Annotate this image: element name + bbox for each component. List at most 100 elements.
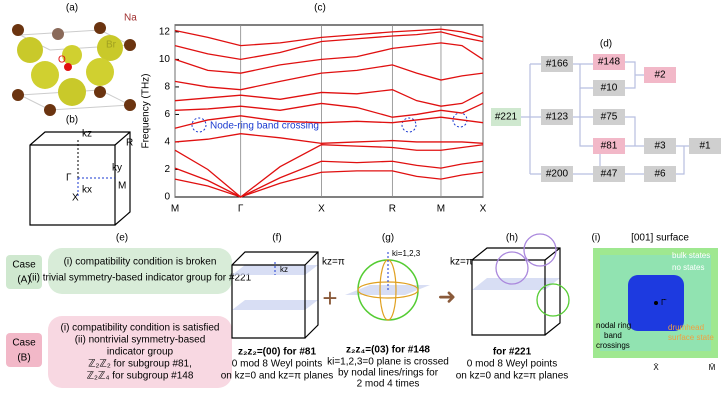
caption: for #221 (493, 347, 532, 358)
atom-label: Br (106, 40, 117, 51)
axis-label: kz (280, 265, 288, 274)
group-node: #81 (593, 138, 625, 154)
label: #123 (546, 112, 569, 123)
point-label: M̄ (709, 363, 716, 372)
caption: 0 mod 8 Weyl points (232, 359, 322, 370)
band-line (174, 28, 484, 47)
band-line (174, 89, 484, 107)
axis-label: kx (82, 185, 92, 196)
panel-e: (e) Case (A) (i) compatibility condition… (6, 233, 252, 388)
band-line (174, 42, 484, 74)
group-node: #1 (689, 138, 721, 154)
y-axis-label: Frequency (THz) (141, 73, 152, 148)
panel-label: (b) (66, 115, 78, 126)
y-tick-label: 6 (164, 109, 170, 120)
panel-a: (a) Na Br O (12, 3, 137, 116)
region-label: surface state (668, 333, 714, 342)
caption: z₂z₄=(03) for #148 (346, 345, 430, 356)
band-line (174, 144, 484, 198)
arrow: ➜ (438, 284, 456, 309)
panel-label: (i) (592, 233, 601, 244)
band-line (174, 115, 484, 129)
band-line (174, 160, 484, 198)
case-label: Case (12, 260, 36, 271)
label: #3 (654, 141, 666, 152)
plane-label: kz=π (450, 257, 473, 268)
caption: z₂z₂=(00) for #81 (238, 347, 317, 358)
region-label: bulk states (672, 251, 710, 260)
label: #2 (654, 70, 666, 81)
point-label: X (72, 193, 79, 204)
label: #6 (654, 169, 666, 180)
region-label: crossings (596, 341, 630, 350)
panel-label: (e) (116, 233, 128, 244)
plus-sign: + (322, 283, 337, 313)
caption: on kz=0 and kz=π planes (221, 371, 334, 382)
atom-label: O (58, 55, 66, 66)
group-node: #10 (593, 80, 625, 96)
region-label: band (604, 331, 622, 340)
group-node: #148 (593, 54, 625, 70)
caption: 0 mod 8 Weyl points (467, 359, 557, 370)
label: #47 (601, 169, 618, 180)
panel-label: (f) (272, 233, 281, 244)
band-line (174, 64, 484, 91)
case-label: (A) (17, 275, 30, 286)
group-node: #200 (541, 166, 573, 182)
band-line (174, 133, 484, 144)
case-text: ℤ₂ℤ₂ for subgroup #81, (88, 359, 192, 370)
panel-d: (d) #221 #166 #148 #2 #10 #123 #75 #81 #… (491, 39, 721, 182)
y-tick-label: 2 (164, 164, 170, 175)
panel-label: (c) (314, 3, 326, 14)
label: #10 (601, 83, 618, 94)
panel-f: (f) kz kz=π z₂z₂=(00) for #81 0 mod 8 We… (221, 233, 345, 382)
y-tick-label: 8 (164, 82, 170, 93)
point-label: X̄ (653, 363, 659, 372)
case-text: (ii) trivial symmetry-based indicator gr… (29, 273, 252, 284)
plane-label: kz=π (322, 257, 345, 268)
label: #200 (546, 169, 569, 180)
surface-label: [001] surface (631, 233, 689, 244)
point-label: Γ (66, 173, 72, 184)
band-line (174, 170, 484, 198)
y-tick-label: 12 (159, 27, 171, 38)
x-tick-label: M (437, 204, 445, 215)
case-label: (B) (17, 353, 30, 364)
x-tick-label: X (318, 204, 325, 215)
caption: 2 mod 4 times (357, 379, 420, 390)
caption: ki=1,2,3=0 plane is crossed (327, 357, 449, 368)
case-text: (ii) nontrivial symmetry-based (75, 335, 206, 346)
region-label: drumhead (668, 323, 704, 332)
group-node: #47 (593, 166, 625, 182)
label: #221 (495, 112, 518, 123)
atom-label: Na (124, 13, 137, 24)
panel-i: (i) [001] surface Γ̄ bulk states no stat… (592, 233, 718, 372)
point-label: M (118, 181, 126, 192)
panel-c: (c) Frequency (THz) Node-ring band cross… (141, 3, 487, 215)
case-label: Case (12, 338, 36, 349)
group-node: #75 (593, 109, 625, 125)
panel-label: (h) (506, 233, 518, 244)
panel-label: (g) (382, 233, 394, 244)
region-label: nodal ring (596, 321, 631, 330)
band-line (174, 102, 484, 118)
group-node: #221 (491, 108, 521, 126)
x-tick-label: M (171, 204, 179, 215)
group-node: #166 (541, 56, 573, 72)
x-tick-label: Γ (238, 204, 244, 215)
panel-label: (d) (600, 39, 612, 50)
case-text: (i) compatibility condition is broken (64, 257, 217, 268)
group-node: #123 (541, 109, 573, 125)
y-tick-label: 0 (164, 192, 170, 203)
label: #81 (601, 141, 618, 152)
group-node: #6 (644, 166, 676, 182)
panel-label: (a) (66, 3, 78, 14)
panel-g: (g) ki=1,2,3 z₂z₄=(03) for #148 ki=1,2,3… (327, 233, 449, 390)
label: #166 (546, 59, 569, 70)
y-tick-label: 10 (159, 54, 171, 65)
group-node: #3 (644, 138, 676, 154)
axis-label: ki=1,2,3 (392, 249, 421, 258)
point-label: R (126, 138, 133, 149)
panel-b: (b) kz R ky Γ kx X M (29, 115, 133, 226)
